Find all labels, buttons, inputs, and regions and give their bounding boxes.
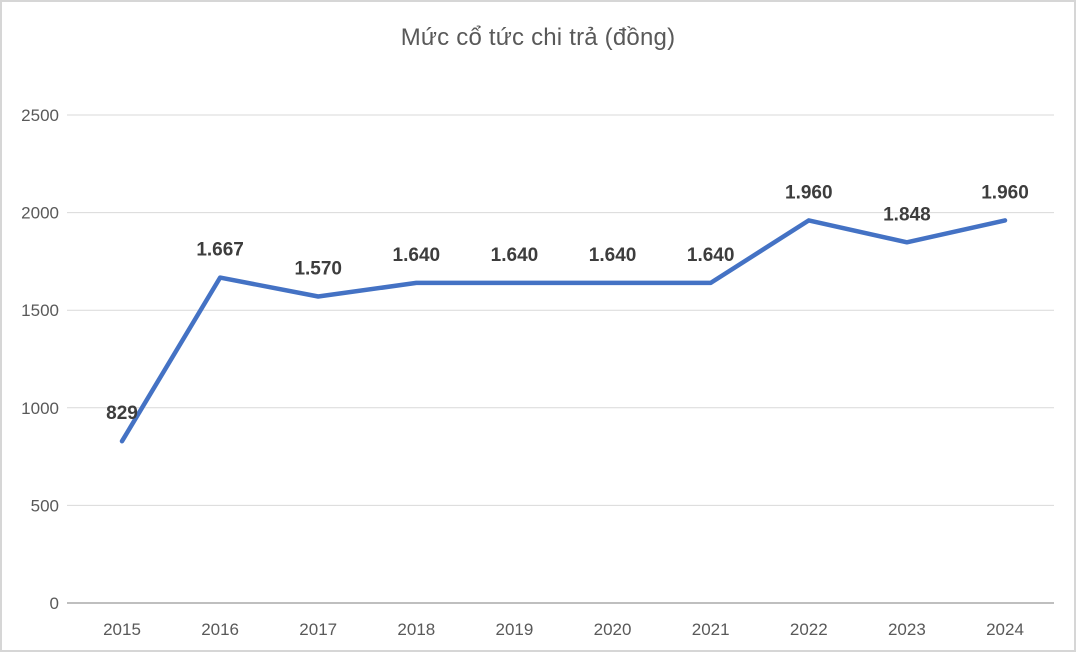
x-axis-tick-label: 2021 <box>692 620 730 639</box>
x-axis-tick-label: 2024 <box>986 620 1024 639</box>
data-point-label: 1.640 <box>589 245 637 266</box>
y-axis-tick-label: 1500 <box>21 301 59 320</box>
data-point-label: 1.960 <box>785 182 833 203</box>
data-point-label: 1.640 <box>393 245 441 266</box>
x-axis-tick-label: 2019 <box>496 620 534 639</box>
x-axis-tick-label: 2023 <box>888 620 926 639</box>
x-axis-tick-label: 2016 <box>201 620 239 639</box>
x-axis-tick-label: 2020 <box>594 620 632 639</box>
y-axis-tick-label: 2000 <box>21 204 59 223</box>
chart-title: Mức cổ tức chi trả (đồng) <box>400 24 676 51</box>
y-axis-tick-label: 2500 <box>21 106 59 125</box>
y-axis-tick-label: 1000 <box>21 399 59 418</box>
x-axis-tick-label: 2022 <box>790 620 828 639</box>
data-point-label: 1.667 <box>196 240 244 261</box>
data-point-label: 1.640 <box>491 245 539 266</box>
x-axis-tick-label: 2017 <box>299 620 337 639</box>
x-axis-tick-label: 2015 <box>103 620 141 639</box>
y-axis-tick-label: 500 <box>31 496 59 515</box>
data-point-label: 1.960 <box>981 182 1029 203</box>
series-line <box>119 218 1008 444</box>
data-point-label: 1.570 <box>294 259 342 280</box>
x-axis-tick-label: 2018 <box>397 620 435 639</box>
y-axis-tick-label: 0 <box>50 594 59 613</box>
data-point-label: 1.848 <box>883 204 931 225</box>
data-point-label: 1.640 <box>687 245 735 266</box>
data-point-label: 829 <box>106 403 138 424</box>
